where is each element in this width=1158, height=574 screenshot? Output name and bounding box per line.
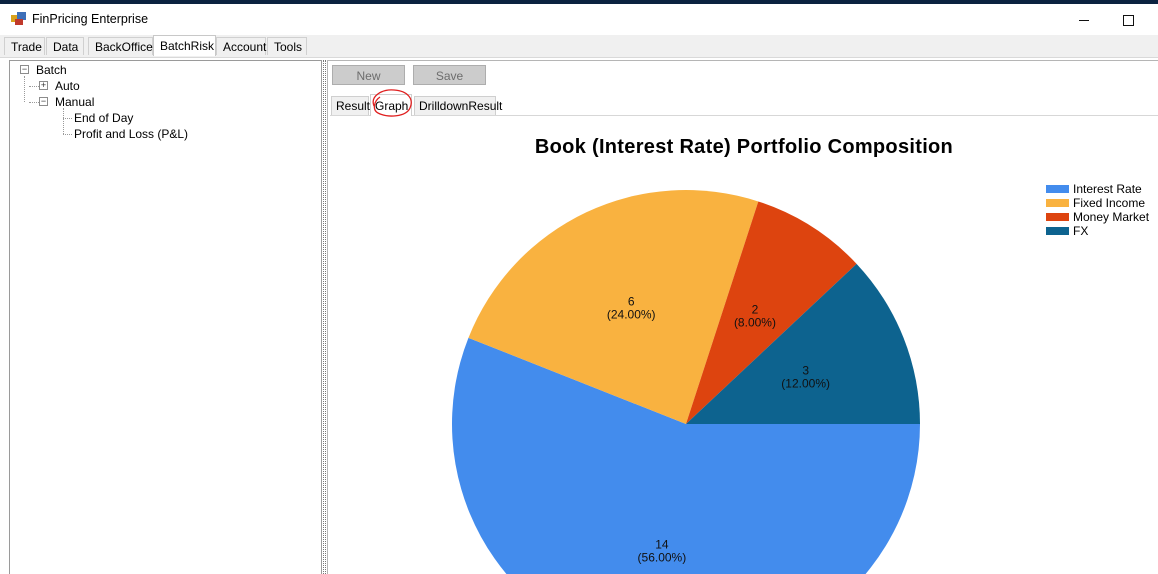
collapse-icon[interactable]: − (20, 64, 29, 74)
legend-label: Money Market (1073, 210, 1150, 224)
tree-node-manual[interactable]: Manual (55, 95, 95, 109)
content-panel (327, 60, 1158, 574)
collapse-icon[interactable]: − (39, 96, 48, 106)
legend-swatch (1046, 199, 1069, 207)
tree-node-profit-and-loss[interactable]: Profit and Loss (P&L) (74, 127, 189, 141)
tab-data[interactable]: Data (46, 37, 84, 55)
chart-title: Book (Interest Rate) Portfolio Compositi… (534, 136, 954, 158)
tree-line (29, 102, 39, 103)
maximize-button[interactable] (1108, 7, 1148, 31)
tab-result[interactable]: Result (331, 96, 370, 115)
tree-line (29, 86, 39, 87)
save-button[interactable]: Save (413, 65, 486, 85)
legend-label: FX (1073, 224, 1089, 238)
tree-node-end-of-day[interactable]: End of Day (74, 111, 134, 125)
tab-drilldownresult[interactable]: DrilldownResult (414, 96, 502, 115)
tab-trade[interactable]: Trade (4, 37, 45, 55)
tree-node-auto[interactable]: Auto (55, 79, 80, 93)
hand-drawn-circle-annotation (372, 89, 412, 117)
legend-swatch (1046, 227, 1069, 235)
expand-icon[interactable]: + (39, 80, 48, 90)
pane-splitter[interactable] (323, 60, 326, 574)
tree-node-batch[interactable]: Batch (36, 63, 67, 77)
batch-tree-panel (9, 60, 322, 574)
title-bar: FinPricing Enterprise (0, 4, 1158, 35)
tree-line (63, 134, 72, 135)
legend-label: Interest Rate (1073, 182, 1142, 196)
tree-line (24, 76, 25, 102)
main-tab-bar: Trade Data BackOffice BatchRisk Account … (0, 35, 1158, 58)
legend-swatch (1046, 213, 1069, 221)
desktop-band (0, 0, 1158, 4)
tree-line (63, 108, 64, 134)
app-icon (11, 12, 26, 25)
tab-backoffice[interactable]: BackOffice (88, 37, 153, 55)
legend-label: Fixed Income (1073, 196, 1146, 210)
subtab-divider (330, 115, 1158, 116)
tab-batchrisk[interactable]: BatchRisk (153, 35, 216, 56)
new-button[interactable]: New (332, 65, 405, 85)
minimize-button[interactable] (1064, 7, 1104, 31)
tree-line (63, 118, 72, 119)
tab-account[interactable]: Account (216, 37, 266, 55)
legend-swatch (1046, 185, 1069, 193)
tab-graph[interactable]: Graph (370, 94, 412, 116)
maximize-icon (1122, 14, 1134, 26)
tab-tools[interactable]: Tools (267, 37, 307, 55)
minimize-icon (1079, 19, 1089, 21)
window-title: FinPricing Enterprise (32, 12, 149, 26)
